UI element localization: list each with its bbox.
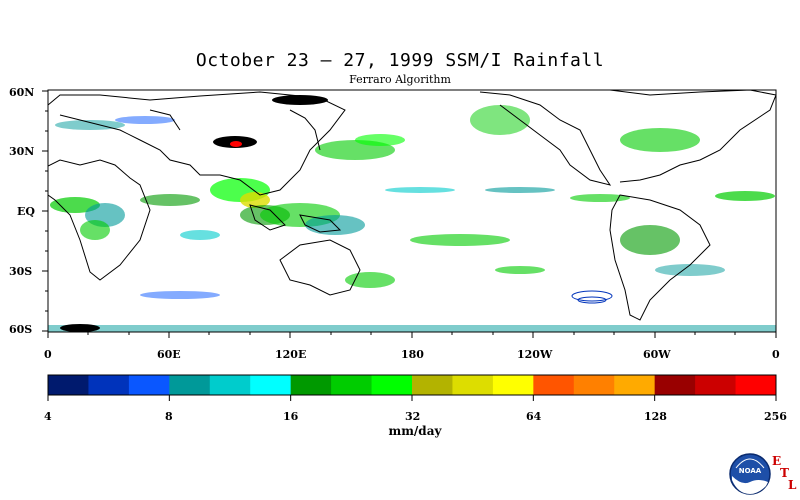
colorbar-swatch [128,375,170,395]
colorbar-label-32: 32 [405,410,421,423]
map-subtitle: Ferraro Algorithm [349,73,451,86]
lat-label-30s: 30S [9,265,33,278]
lon-ticks [47,332,777,338]
colorbar-ticks [47,395,777,401]
etl-letter-t: T [780,466,789,480]
colorbar-swatch [573,375,615,395]
colorbar-swatch [250,375,292,395]
colorbar-label-256: 256 [764,410,787,423]
colorbar-swatch [695,375,737,395]
noaa-logo-icon: NOAA [729,453,771,495]
colorbar-label-8: 8 [165,410,173,423]
colorbar-label-64: 64 [526,410,542,423]
colorbar-label-128: 128 [644,410,667,423]
colorbar-swatch [654,375,696,395]
colorbar-swatch [412,375,453,395]
colorbar-label-4: 4 [44,410,52,423]
noaa-logo-text: NOAA [739,467,762,475]
colorbar-swatch [290,375,332,395]
colorbar-swatch [169,375,211,395]
lat-label-30n: 30N [9,145,35,158]
lon-label-120e: 120E [275,348,307,361]
map-content [48,90,776,332]
etl-letter-e: E [772,454,782,468]
colorbar-swatch [48,375,89,395]
lon-label-120w: 120W [517,348,553,361]
colorbar-swatch [331,375,373,395]
colorbar-swatch [533,375,575,395]
lat-label-60n: 60N [9,86,35,99]
colorbar-swatch [371,375,413,395]
colorbar-swatch [492,375,534,395]
lon-label-180: 180 [401,348,424,361]
colorbar-swatch [735,375,777,395]
colorbar-label-16: 16 [283,410,299,423]
colorbar-swatch [88,375,130,395]
map-title: October 23 – 27, 1999 SSM/I Rainfall [195,50,605,71]
lon-label-60e: 60E [157,348,181,361]
lat-label-60s: 60S [9,323,33,336]
lat-ticks [42,90,48,332]
colorbar-swatch [614,375,656,395]
coastlines [48,90,776,321]
lon-label-0: 0 [44,348,52,361]
colorbar [47,374,777,401]
lon-label-60w: 60W [643,348,671,361]
lat-label-eq: EQ [17,205,35,218]
etl-letter-l: L [788,478,797,492]
colorbar-swatch [209,375,251,395]
colorbar-swatches [48,375,777,395]
colorbar-swatch [452,375,494,395]
rainfall-patches [48,95,776,332]
lon-label-0-east: 0 [772,348,780,361]
colorbar-unit-label: mm/day [388,424,442,438]
